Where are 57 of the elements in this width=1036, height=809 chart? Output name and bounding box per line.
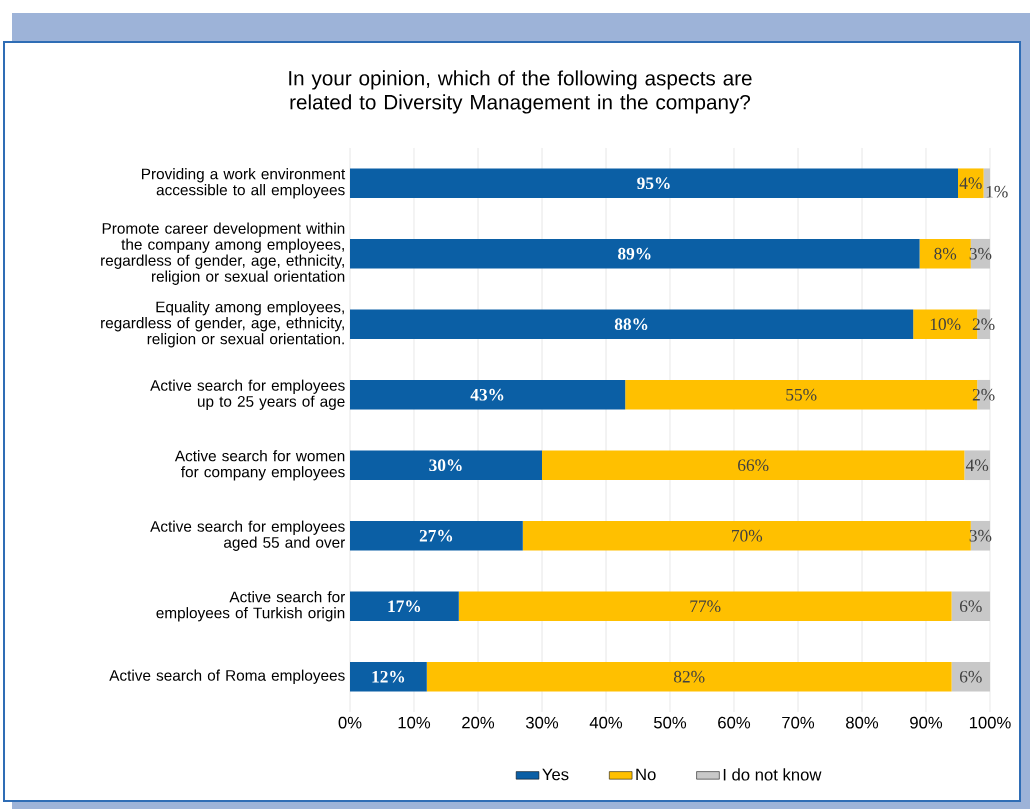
data-label: 1% — [986, 185, 1008, 198]
y-tick-label: Active search for employees of Turkish origin — [156, 591, 346, 622]
legend-label: I do not know — [723, 768, 822, 781]
y-tick-label: Active search for employees aged 55 and over — [150, 520, 345, 551]
data-label: 89% — [618, 247, 651, 260]
x-tick-label: 60% — [718, 716, 751, 729]
bar — [426, 661, 952, 692]
y-tick-label: Equality among employees, regardless of gender, age, ethnicity, religion or sexual orientation. — [101, 301, 344, 348]
data-label: 30% — [429, 459, 462, 472]
data-label: 82% — [673, 670, 705, 683]
y-tick-label: Active search for women for company employees — [174, 450, 345, 481]
chart-title: In your opinion, which of the following aspects are related to Diversity Management in the company? — [289, 70, 752, 114]
data-label: 12% — [372, 670, 405, 683]
bar — [958, 168, 984, 199]
x-tick-label: 30% — [525, 716, 559, 729]
bar — [350, 520, 523, 551]
data-label: 8% — [934, 247, 957, 260]
data-label: 70% — [732, 529, 763, 542]
bar — [542, 450, 965, 481]
y-tick-label: Providing a work environment accessible to all employees — [142, 168, 346, 199]
bar — [919, 238, 971, 269]
y-tick-label: Active search for employees up to 25 years of age — [150, 379, 345, 410]
bar — [350, 238, 920, 269]
bar — [350, 591, 459, 622]
legend-label: No — [636, 768, 656, 781]
bar — [350, 379, 626, 410]
data-label: 4% — [965, 459, 989, 472]
data-label: 43% — [470, 388, 504, 401]
data-label: 6% — [960, 600, 982, 613]
data-label: 4% — [959, 177, 982, 190]
data-label: 27% — [419, 529, 453, 542]
data-label: 6% — [960, 670, 982, 683]
x-tick-label: 80% — [846, 716, 879, 729]
x-tick-label: 70% — [782, 716, 815, 729]
x-tick-label: 40% — [589, 716, 623, 729]
bar — [458, 591, 952, 622]
bar — [350, 168, 958, 199]
x-tick-label: 10% — [398, 716, 431, 729]
data-label: 10% — [930, 318, 961, 331]
data-label: 17% — [388, 600, 421, 613]
bar — [522, 520, 971, 551]
bar — [350, 450, 542, 481]
bar — [350, 661, 427, 692]
y-tick-label: Promote career development within the company among employees, regardless of gender, age, ethnicity, religion or sexual orientation — [101, 222, 345, 285]
data-label: 88% — [614, 318, 648, 331]
data-label: 66% — [738, 459, 769, 472]
y-tick-label: Active search of Roma employees — [109, 669, 345, 684]
data-label: 77% — [690, 600, 721, 613]
data-label: 55% — [786, 388, 817, 401]
data-label: 95% — [637, 177, 670, 190]
bar — [350, 309, 914, 340]
x-tick-label: 50% — [653, 716, 687, 729]
legend-label: Yes — [542, 768, 569, 781]
x-tick-label: 100% — [969, 716, 1011, 729]
x-tick-label: 20% — [462, 716, 495, 729]
x-tick-label: 0% — [338, 716, 362, 729]
x-tick-label: 90% — [910, 716, 943, 729]
